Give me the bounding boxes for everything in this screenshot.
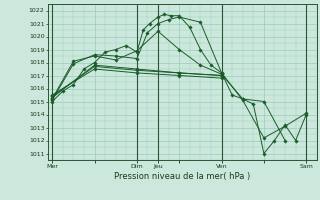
X-axis label: Pression niveau de la mer( hPa ): Pression niveau de la mer( hPa ) [114, 172, 251, 181]
